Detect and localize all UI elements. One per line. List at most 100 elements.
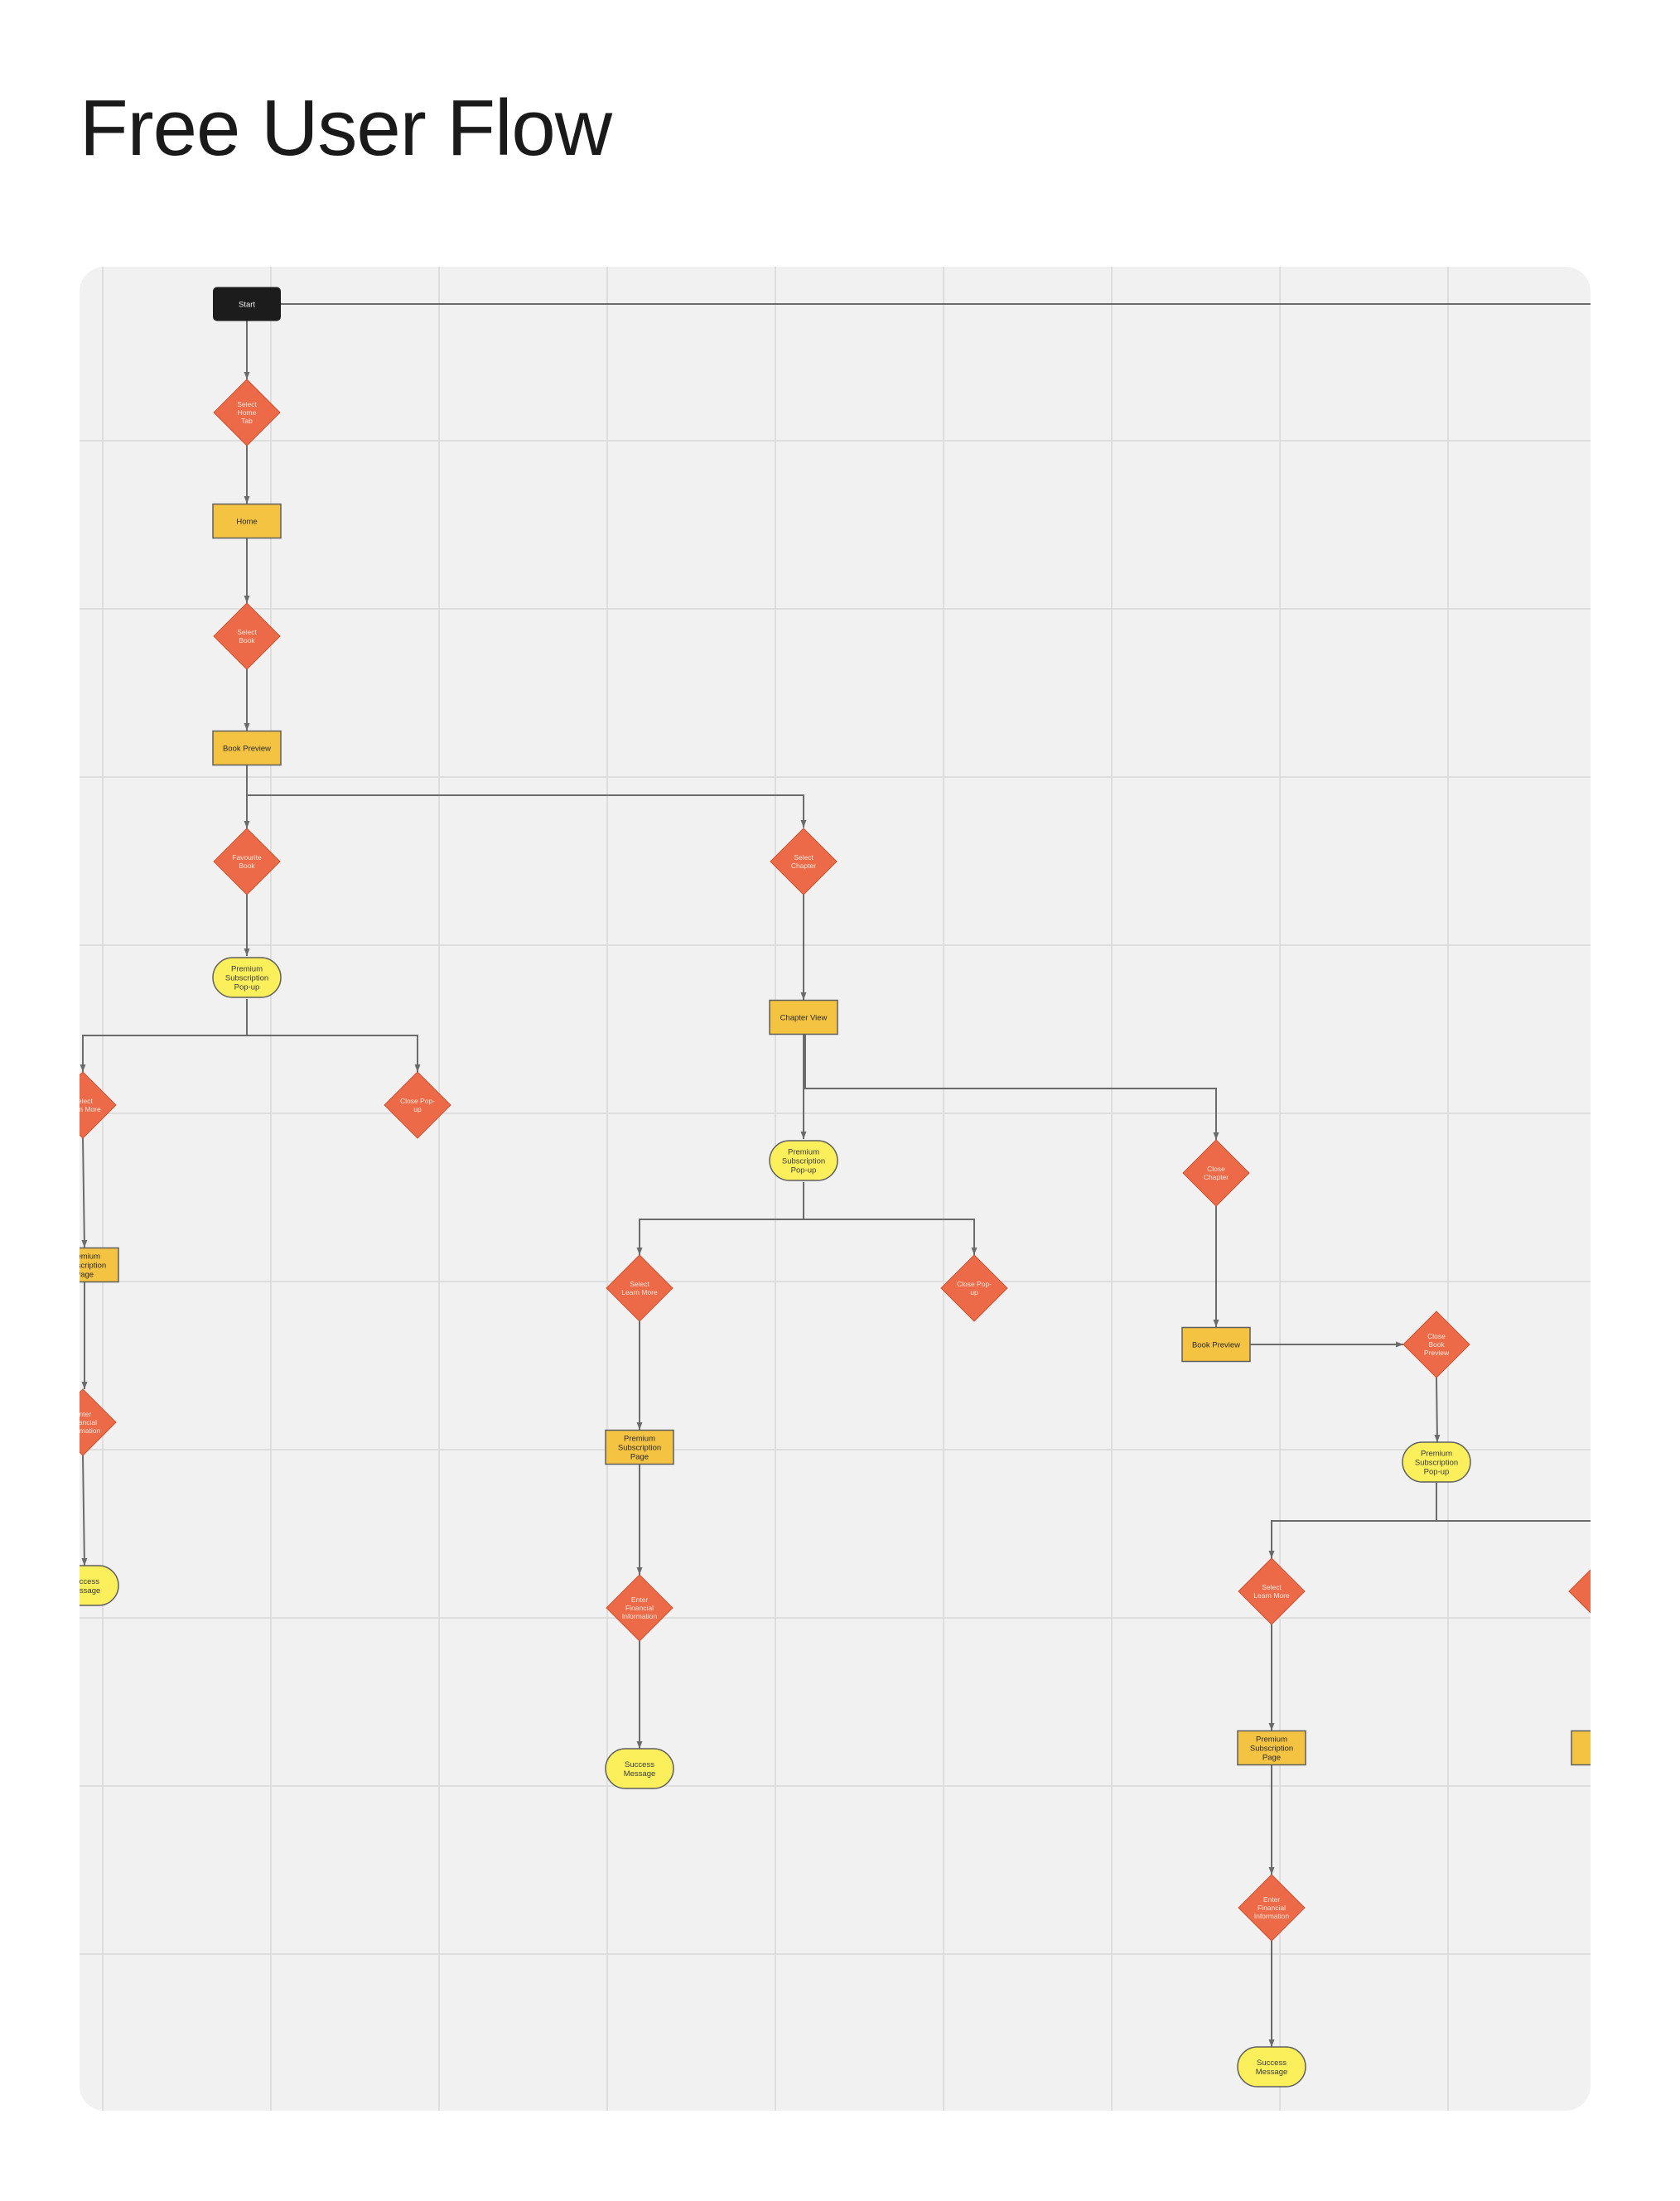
connector-13 [804,1035,1219,1140]
decision-diamond [770,828,838,895]
enter-info-3-label: Enter Financial Information [1254,1895,1290,1920]
close-book-preview-node[interactable]: Close Book Preview [1402,1310,1470,1378]
decision-diamond [940,1254,1008,1322]
decision-diamond [1568,1569,1591,1614]
close-book-preview-label: Close Book Preview [1424,1332,1450,1357]
nodes: Start Select Home Tab Home Select Book Book Pre… [80,267,1591,2088]
select-learn-more-3-label: Select Learn More [1253,1583,1290,1600]
sub-page-3-node[interactable]: Premium Subscription Page [1237,1730,1306,1766]
book-preview-1-node[interactable]: Book Preview [212,730,282,766]
popup-2-label: Premium Subscription Pop-up [782,1147,825,1175]
select-book-label: Select Book [237,628,257,644]
popup-3-node[interactable]: Premium Subscription Pop-up [1402,1441,1471,1483]
home-label: Home [236,517,257,526]
select-home-tab-label: Select Home Tab [237,400,257,425]
connector-9 [80,999,248,1072]
decision-diamond [1402,1310,1470,1378]
connector-5 [246,765,807,828]
sub-page-2-label: Premium Subscription Page [618,1434,661,1461]
process-box [1181,1326,1251,1363]
favourite-book-node[interactable]: Favourite Book [213,828,281,895]
decision-diamond [384,1071,451,1139]
decision-diamond [606,1254,673,1322]
decision-diamond [80,1071,117,1139]
close-popup-2-label: Close Pop-up [957,1280,992,1296]
popup-2-node[interactable]: Premium Subscription Pop-up [769,1140,838,1181]
select-home-tab-node[interactable]: Select Home Tab [213,379,281,446]
popup-3-label: Premium Subscription Pop-up [1415,1449,1458,1476]
enter-info-2-label: Enter Financial Information [622,1595,658,1620]
terminal-pill [1402,1441,1471,1483]
popup-1-label: Premium Subscription Pop-up [225,964,268,992]
connector-20 [81,1455,88,1566]
decision-offscreen-node[interactable] [80,267,1591,1624]
start-label: Start [239,300,255,309]
home-node[interactable]: Home [212,503,282,539]
process-box [605,1429,674,1465]
process-box [769,999,838,1035]
flow-diagram: Start Select Home Tab Home Select Book Book Pre… [80,267,1591,2111]
success-2-label: Success Message [624,1760,656,1779]
decision-diamond [1238,1557,1306,1625]
close-popup-1-label: Close Pop-up [400,1097,435,1113]
connector-21 [1434,1377,1441,1443]
flow-canvas[interactable]: Start Select Home Tab Home Select Book Book Pre… [80,267,1591,2111]
select-learn-more-2-label: Select Learn More [621,1280,658,1296]
connector-14 [636,1182,804,1255]
select-chapter-node[interactable]: Select Chapter [770,828,838,895]
terminal-pill [212,957,282,998]
decision-diamond [80,1388,117,1456]
book-preview-1-label: Book Preview [223,744,271,753]
decision-diamond [213,379,281,446]
success-3-label: Success Message [1256,2059,1288,2077]
terminal-pill [1237,2046,1306,2088]
terminal-pill [769,1140,838,1181]
canvas-grid [80,267,1591,2111]
start-node[interactable]: Start [213,287,281,321]
page-title: Free User Flow [80,84,612,172]
connector-10 [247,1035,421,1072]
close-chapter-node[interactable]: Close Chapter [1182,1139,1250,1207]
select-chapter-label: Select Chapter [791,853,816,870]
start-terminal [213,287,281,321]
process-box [1571,1730,1591,1766]
select-book-node[interactable]: Select Book [213,602,281,670]
process-box [212,503,282,539]
process-box [212,730,282,766]
connector-23 [1268,1483,1437,1558]
connectors [80,303,1591,2047]
select-learn-more-3-node[interactable]: Select Learn More [1238,1557,1306,1625]
select-learn-more-2-node[interactable]: Select Learn More [606,1254,673,1322]
sub-page-3-label: Premium Subscription Page [1250,1735,1293,1762]
terminal-pill [80,1565,119,1606]
decision-diamond [1238,1874,1306,1942]
book-preview-2-node[interactable]: Book Preview [1181,1326,1251,1363]
chapter-view-label: Chapter View [780,1013,828,1022]
success-2-node[interactable]: Success Message [605,1748,674,1789]
close-popup-2-node[interactable]: Close Pop-up [940,1254,1008,1322]
decision-diamond [213,828,281,895]
favourite-book-label: Favourite Book [232,853,262,870]
decision-diamond [606,1574,673,1642]
enter-info-3-node[interactable]: Enter Financial Information [1238,1874,1306,1942]
close-chapter-label: Close Chapter [1204,1165,1229,1181]
process-offscreen-node[interactable] [80,267,1591,1766]
process-box [80,1247,119,1283]
popup-1-node[interactable]: Premium Subscription Pop-up [212,957,282,998]
sub-page-2-node[interactable]: Premium Subscription Page [605,1429,674,1465]
success-3-node[interactable]: Success Message [1237,2046,1306,2088]
chapter-view-node[interactable]: Chapter View [769,999,838,1035]
connector-15 [804,1219,978,1255]
close-popup-1-node[interactable]: Close Pop-up [384,1071,451,1139]
process-box [1237,1730,1306,1766]
terminal-pill [605,1748,674,1789]
connector-11 [81,1137,88,1248]
enter-info-2-node[interactable]: Enter Financial Information [606,1574,673,1642]
